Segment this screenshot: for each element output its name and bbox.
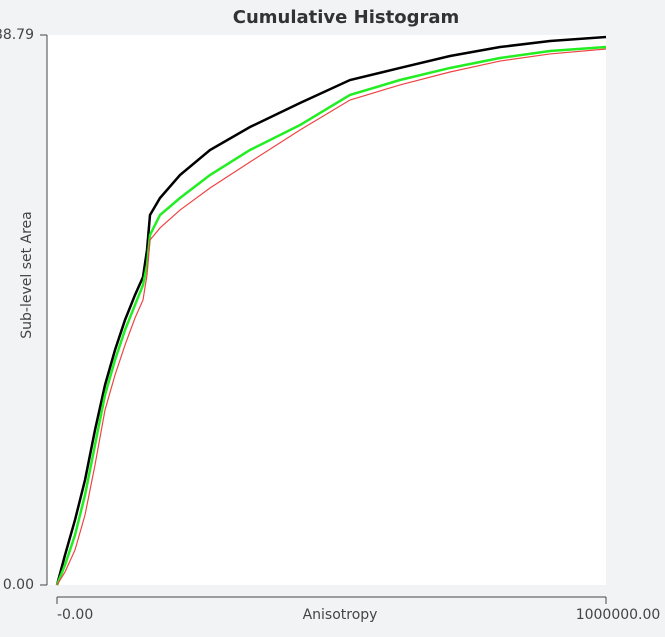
x-axis-label: Anisotropy [303, 607, 378, 623]
plot-area [47, 35, 606, 585]
y-axis-label: Sub-level set Area [19, 211, 35, 339]
series-line [56, 48, 607, 586]
x-tick-label: -0.00 [57, 607, 93, 623]
y-tick-label: 588.79 [0, 27, 34, 43]
chart-title: Cumulative Histogram [233, 7, 459, 28]
y-tick-label: 0.00 [3, 577, 34, 593]
x-tick-label: 1000000.00 [576, 607, 661, 623]
series-line [55, 45, 607, 586]
series-line [55, 35, 607, 586]
